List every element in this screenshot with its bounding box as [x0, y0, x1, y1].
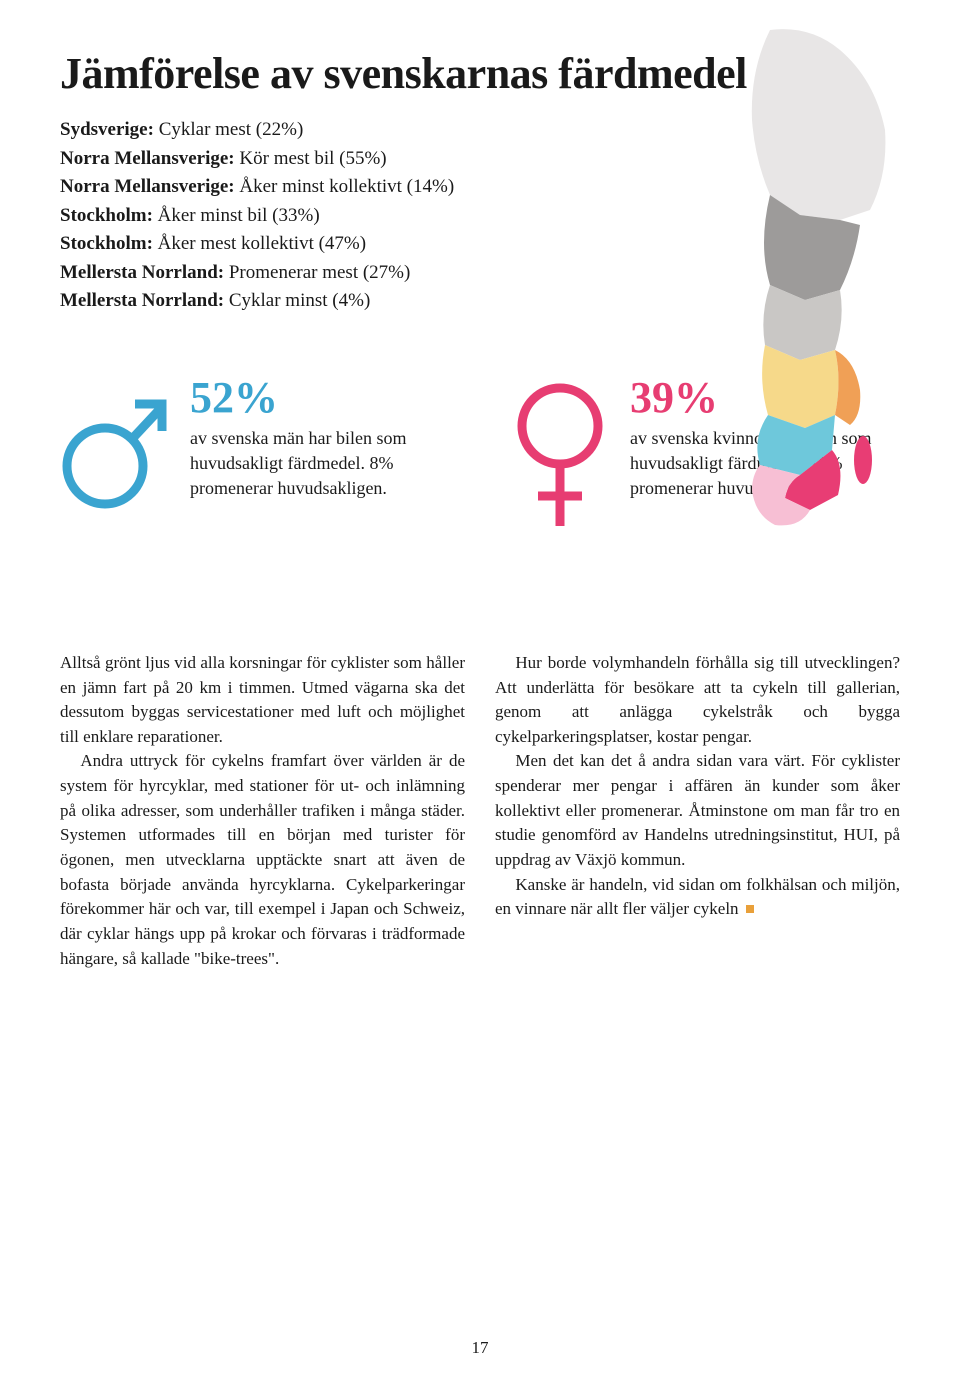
female-icon	[510, 376, 610, 541]
article-p2: Andra uttryck för cykelns framfart över …	[60, 749, 465, 971]
sweden-map	[660, 20, 920, 540]
fact-row: Norra Mellansverige: Åker minst kollekti…	[60, 173, 590, 202]
facts-list: Sydsverige: Cyklar mest (22%) Norra Mell…	[60, 116, 590, 316]
fact-row: Mellersta Norrland: Promenerar mest (27%…	[60, 259, 590, 288]
male-icon	[60, 376, 170, 541]
article-p5: Kanske är handeln, vid sidan om folkhäls…	[495, 873, 900, 922]
fact-row: Stockholm: Åker mest kollektivt (47%)	[60, 230, 590, 259]
map-region-east-coast	[835, 350, 860, 425]
fact-row: Stockholm: Åker minst bil (33%)	[60, 202, 590, 231]
male-desc: av svenska män har bilen som huvudsaklig…	[190, 426, 450, 502]
article-body: Alltså grönt ljus vid alla korsningar fö…	[60, 651, 900, 971]
end-marker	[746, 905, 754, 913]
fact-row: Norra Mellansverige: Kör mest bil (55%)	[60, 145, 590, 174]
fact-row: Mellersta Norrland: Cyklar minst (4%)	[60, 287, 590, 316]
male-percent: 52%	[190, 376, 450, 420]
article-p3: Hur borde volymhandeln förhålla sig till…	[495, 651, 900, 750]
fact-row: Sydsverige: Cyklar mest (22%)	[60, 116, 590, 145]
map-region-north	[752, 29, 886, 220]
male-stat: 52% av svenska män har bilen som huvudsa…	[60, 376, 450, 541]
article-p1: Alltså grönt ljus vid alla korsningar fö…	[60, 651, 465, 750]
map-region-island	[854, 436, 872, 484]
page-number: 17	[0, 1338, 960, 1358]
article-p4: Men det kan det å andra sidan vara värt.…	[495, 749, 900, 872]
